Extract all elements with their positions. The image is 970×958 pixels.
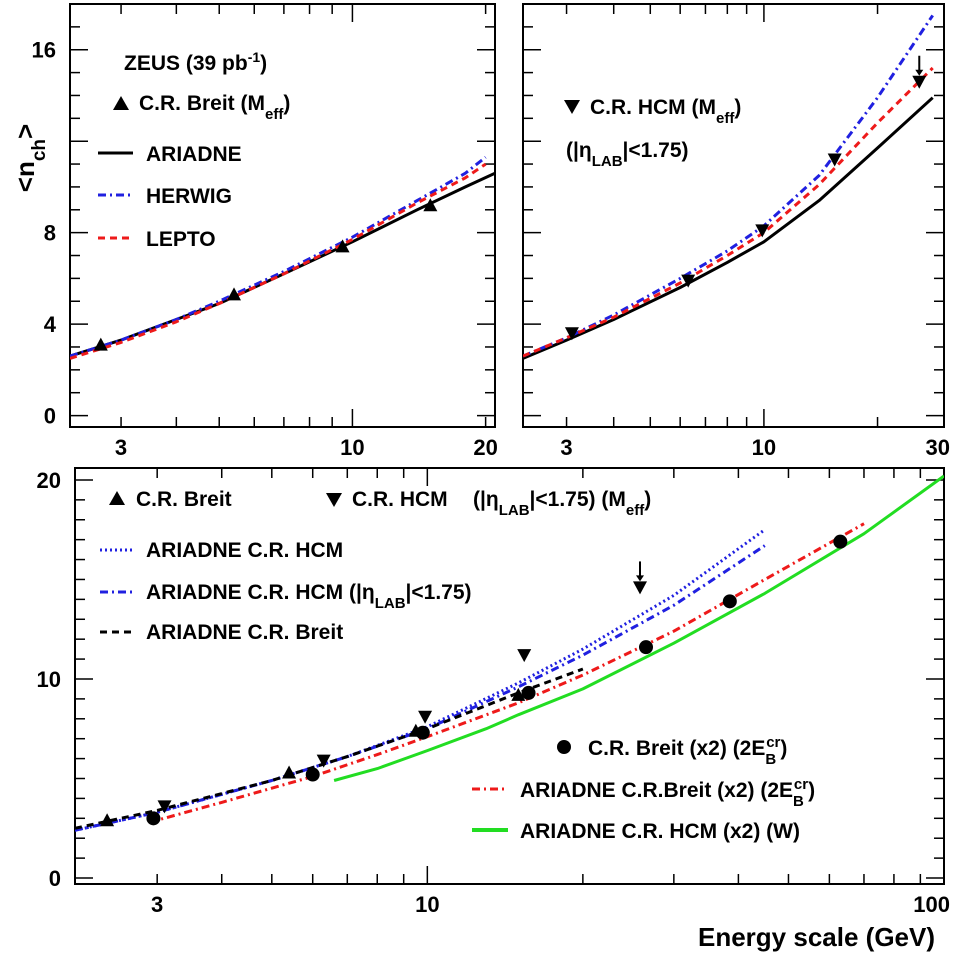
legend-cr-hcm: C.R. HCM — [352, 488, 448, 511]
x-tick-label: 100 — [913, 892, 950, 917]
data-point-triangle-up — [93, 337, 108, 351]
legend-bottom: C.R. Breit C.R. HCM (|ηLAB|<1.75) (Meff)… — [100, 488, 815, 843]
panel-top-right: 3 10 30 — [522, 3, 950, 460]
upper-limit-arrow-head — [915, 69, 924, 76]
series-line-lepto-2 — [523, 66, 934, 358]
data-point-circle — [833, 534, 848, 549]
data-point-triangle-up — [282, 765, 297, 779]
legend-ariadne-breit: ARIADNE C.R. Breit — [146, 621, 343, 644]
data-point-triangle-up — [227, 287, 242, 301]
series-line-ariadne-c-r-hcm-0 — [75, 528, 766, 832]
data-point-triangle-down — [912, 75, 927, 89]
legend-ariadne: ARIADNE — [146, 143, 242, 166]
data-point-triangle-down — [681, 274, 696, 288]
x-tick-label: 3 — [151, 892, 163, 917]
legend-lepto: LEPTO — [146, 228, 216, 251]
legend-ariadne-breit-x2: ARIADNE C.R.Breit (x2) (2EBcr) — [520, 776, 815, 810]
data-point-circle — [305, 767, 320, 782]
y-axis-title-sub: ch — [29, 139, 50, 161]
y-tick-label: 0 — [44, 404, 56, 429]
data-point-circle — [521, 685, 536, 700]
data-point-triangle-down — [418, 710, 433, 724]
data-point-circle — [415, 725, 430, 740]
data-point-triangle-down — [633, 581, 648, 595]
y-tick-label: 10 — [37, 667, 61, 692]
series-line-lepto-2 — [70, 162, 487, 360]
x-tick-label: 3 — [560, 435, 572, 460]
y-tick-label: 8 — [44, 221, 56, 246]
series-line-herwig-1 — [523, 14, 934, 358]
y-axis-title-main: <n — [10, 161, 40, 192]
legend-ariadne-hcm-cut: ARIADNE C.R. HCM (|ηLAB|<1.75) — [146, 581, 472, 612]
legend-title: ZEUS (39 pb-1) — [124, 49, 267, 75]
legend-top-left: ZEUS (39 pb-1) C.R. Breit (Meff) ARIADNE… — [98, 49, 290, 251]
legend-herwig: HERWIG — [146, 185, 232, 208]
data-point-triangle-up — [100, 813, 115, 827]
upper-limit-arrow-head — [636, 575, 645, 582]
y-tick-label: 4 — [44, 312, 57, 337]
series-line-ariadne-0 — [523, 96, 934, 360]
panel-top-left: 3 10 20 0 4 8 16 — [32, 3, 498, 460]
data-point-triangle-down — [316, 754, 331, 768]
legend-cr-breit: C.R. Breit — [136, 488, 232, 511]
series-line-ariadne-c-r-hcm-x2-w--4 — [333, 474, 944, 782]
legend-cr-breit-meff: C.R. Breit (Meff) — [139, 92, 290, 123]
legend-top-right: C.R. HCM (Meff) (|ηLAB|<1.75) — [564, 96, 741, 170]
legend-marker-hcm — [326, 493, 342, 507]
legend-cr-breit-x2: C.R. Breit (x2) (2EBcr) — [588, 734, 787, 768]
panel-bottom: 3 10 100 0 10 20 — [37, 467, 950, 917]
x-tick-label: 10 — [340, 435, 364, 460]
legend-marker-triangle-up — [113, 96, 129, 110]
legend-hcm-cut: (|ηLAB|<1.75) (Meff) — [473, 488, 651, 519]
plot-frame — [69, 3, 496, 428]
y-axis-title: <nch> — [10, 124, 50, 192]
data-point-circle — [722, 594, 737, 609]
plot-frame — [522, 3, 945, 428]
y-axis-title-end: > — [10, 124, 40, 139]
x-axis-title: Energy scale (GeV) — [698, 922, 935, 952]
x-tick-label: 10 — [415, 892, 439, 917]
data-point-triangle-down — [157, 800, 172, 814]
legend-eta-cut: (|ηLAB|<1.75) — [566, 139, 689, 170]
data-point-triangle-up — [511, 687, 526, 701]
plot-frame — [74, 467, 945, 885]
legend-ariadne-hcm-x2: ARIADNE C.R. HCM (x2) (W) — [520, 820, 800, 843]
data-point-triangle-down — [564, 327, 579, 341]
data-point-triangle-up — [335, 239, 350, 253]
data-point-triangle-up — [423, 198, 438, 212]
legend-marker-breit — [109, 491, 125, 505]
data-point-circle — [146, 811, 161, 826]
series-line-herwig-1 — [70, 156, 487, 358]
y-tick-label: 16 — [32, 38, 56, 63]
data-point-triangle-down — [755, 224, 770, 238]
legend-cr-hcm-meff: C.R. HCM (Meff) — [590, 96, 741, 127]
x-tick-label: 10 — [752, 435, 776, 460]
data-point-triangle-down — [517, 649, 532, 663]
legend-marker-triangle-down — [564, 100, 580, 114]
series-line-ariadne-c-r-breit-2 — [75, 667, 584, 830]
data-point-circle — [639, 640, 654, 655]
legend-marker-breit-x2 — [557, 740, 571, 754]
series-line-ariadne-c-r-breit-x2--3 — [149, 522, 865, 824]
y-tick-label: 0 — [49, 866, 61, 891]
legend-ariadne-hcm: ARIADNE C.R. HCM — [146, 539, 343, 562]
x-tick-label: 30 — [926, 435, 950, 460]
x-tick-label: 20 — [473, 435, 497, 460]
y-tick-label: 20 — [37, 468, 61, 493]
data-point-triangle-down — [827, 153, 842, 167]
x-tick-label: 3 — [115, 435, 127, 460]
